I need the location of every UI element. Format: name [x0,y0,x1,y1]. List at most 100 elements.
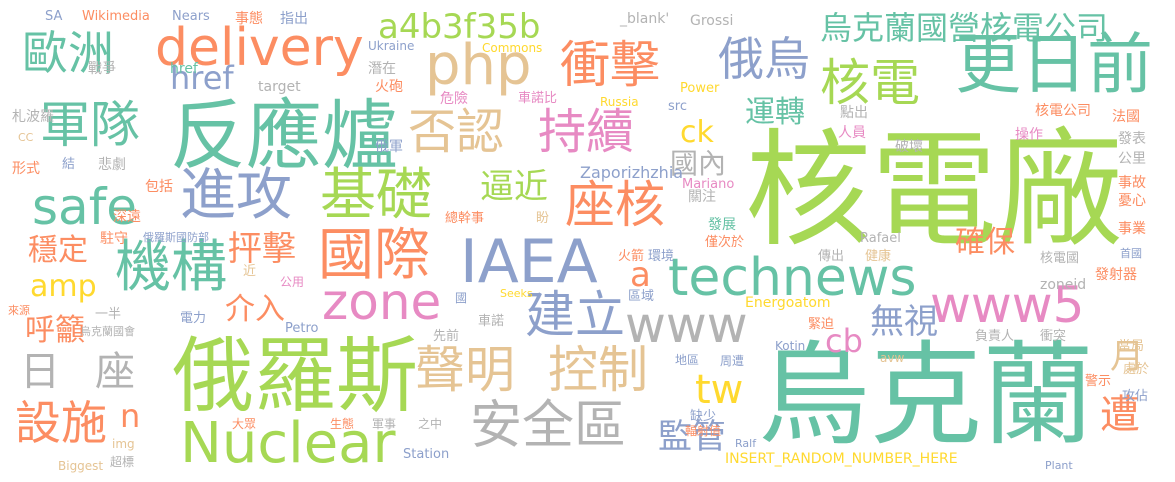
word: 遭 [1100,392,1140,438]
word: a [630,255,651,295]
word: 俄羅斯國防部 [143,231,209,244]
word: 核電國 [1040,251,1080,266]
word: 國內 [670,147,727,180]
word: href [170,59,234,97]
word: 負責人 [975,329,1015,344]
word: Ukraine [368,39,415,53]
word: 悲劇 [98,157,126,173]
word: Grossi [690,13,734,29]
word: CC [18,131,34,144]
word: n [120,397,141,435]
word: 緊迫 [808,317,835,332]
word: 攻佔 [1122,389,1149,404]
word: 盼 [536,211,550,226]
word: 確保 [955,225,1015,260]
word: 日 [20,349,60,395]
word: 月 [1110,337,1144,377]
word: 事故 [1118,175,1146,191]
word: delivery [155,18,364,78]
word: 基礎 [320,163,432,228]
word: 大眾 [232,417,257,431]
word: zone [322,273,442,331]
word: 之中 [418,417,443,431]
word: cb [825,322,863,360]
word: 車諾 [478,314,505,329]
word: Power [680,81,720,96]
word: zoneid [1040,277,1087,293]
word: INSERT_RANDOM_NUMBER_HERE [725,451,958,467]
word: 抨擊 [228,229,296,269]
word: 環境 [648,249,675,264]
word: 建立 [525,286,625,344]
word: 點出 [840,105,868,121]
word: img [112,437,135,451]
word: Wikimedia [82,9,150,24]
word: 核電廠 [745,117,1123,264]
word: 火砲 [375,79,403,95]
word: Zaporizhzhia [580,163,684,182]
word: 座 [95,349,135,395]
word: 介入 [225,292,285,327]
word: 軍隊 [40,96,140,154]
word: avw [880,351,905,365]
word: 傳出 [818,249,845,264]
word: 發展 [708,217,736,233]
word: ck [680,115,714,150]
word: 電力 [180,311,207,326]
word: 核電公司 [1035,103,1091,119]
word: www [625,296,748,354]
word: 發表 [1118,131,1146,147]
word: target [258,79,301,95]
word: 指出 [280,11,308,27]
word: 先前 [433,329,460,344]
word: Kotin [775,339,806,353]
word: 生態 [330,417,355,431]
word: 否認 [408,104,505,160]
word: href [170,61,198,77]
word: 駐守 [100,231,128,247]
word: 破壞 [895,139,923,155]
word: 穩定 [28,233,88,268]
word: 控制 [548,341,648,399]
word: 結 [62,157,76,172]
word: 公里 [1118,151,1146,167]
word: Mariano [682,177,735,192]
word: 輻射值 [685,424,722,438]
word: 逼近 [480,167,548,207]
word: Biggest [58,459,104,473]
word: 進攻 [180,163,292,228]
word: Rafael [860,231,901,246]
word: 形式 [12,161,40,177]
word: www5 [930,276,1085,334]
word: 危險 [440,91,468,107]
word: 國 [455,291,468,305]
word: 札波羅 [12,109,54,125]
word: 車諾比 [518,91,558,106]
word: Seeks [500,287,533,300]
word: 超標 [110,455,135,469]
word: IAEA [460,227,598,297]
word: safe [32,178,138,236]
word: 處於 [1123,362,1150,377]
word: Plant [1045,459,1073,472]
word: 地區 [675,353,700,367]
word: 事業 [1118,221,1146,237]
word: 烏克蘭 [758,331,1094,461]
word: 軍事 [372,417,397,431]
word: 座核 [565,176,665,234]
word: Nears [172,9,210,24]
word: Petro [285,321,319,336]
word: 區域 [628,289,655,304]
word: 火箭 [618,249,645,264]
word: 俄羅斯 [172,329,419,424]
word: 發射器 [1095,267,1137,283]
word: 事態 [235,11,263,27]
word: 首國 [1120,247,1142,260]
word: 安全區 [470,396,627,456]
word: 一半 [95,307,122,322]
word: _blank' [620,11,670,27]
word: 近 [243,264,257,279]
word: 核電 [820,54,920,112]
word: 健康 [865,249,892,264]
